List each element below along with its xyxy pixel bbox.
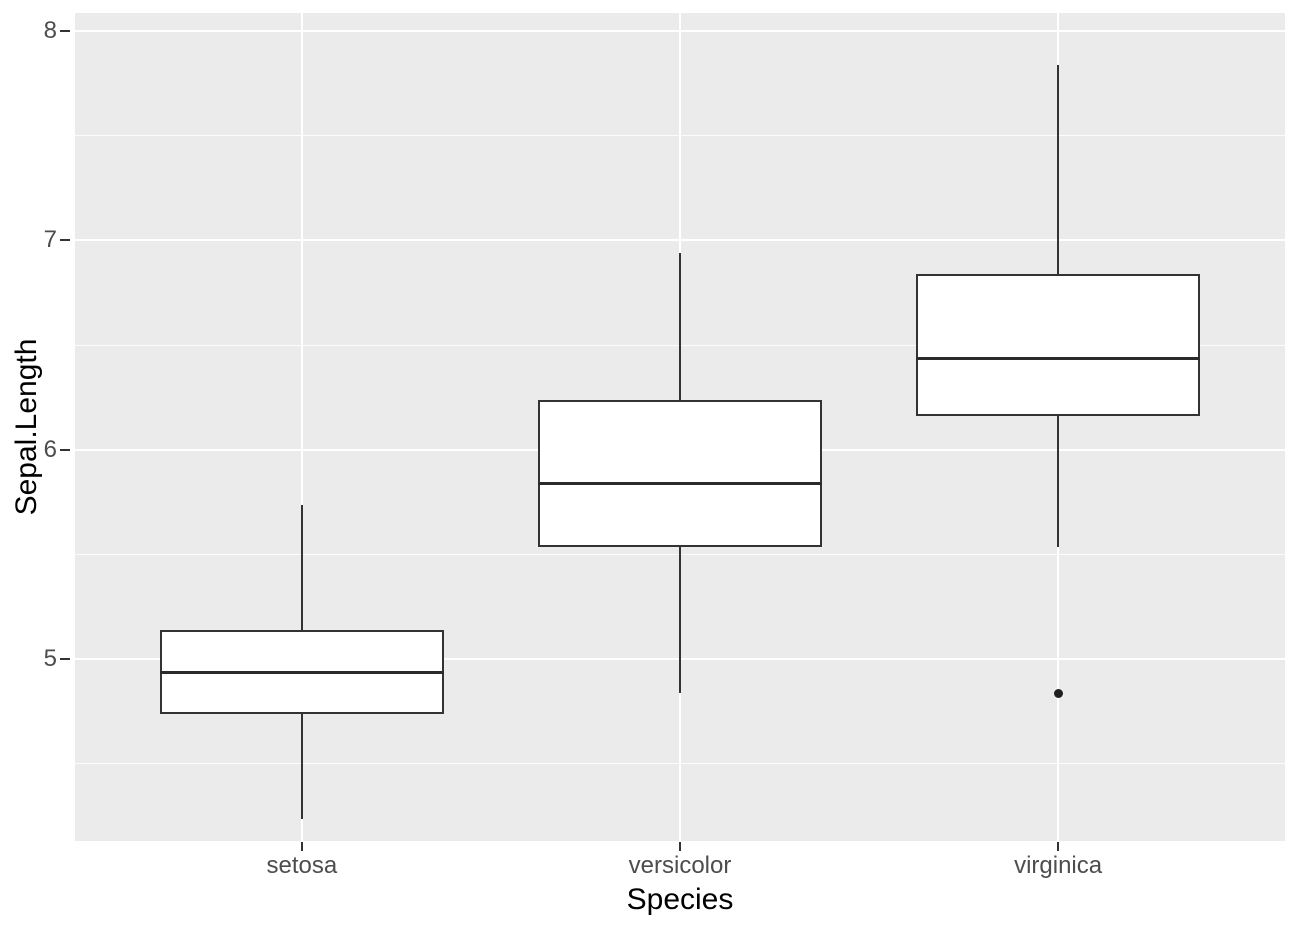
x-axis-title: Species xyxy=(626,883,734,916)
x-tick-label: virginica xyxy=(1014,852,1103,879)
outlier-point xyxy=(1053,688,1063,698)
x-gridline-major xyxy=(300,13,303,841)
x-tick-label: versicolor xyxy=(628,852,732,879)
boxplot-whisker-lower xyxy=(679,546,681,694)
y-tick-mark xyxy=(60,448,70,451)
y-tick-label: 6 xyxy=(43,435,57,463)
x-tick-label: setosa xyxy=(266,852,338,879)
y-axis-title: Sepal.Length xyxy=(10,338,43,516)
boxplot-median xyxy=(538,482,822,486)
boxplot-median xyxy=(159,670,444,674)
y-tick-mark xyxy=(60,658,70,661)
boxplot-whisker-upper xyxy=(1057,64,1060,275)
boxplot-whisker-lower xyxy=(300,714,303,819)
boxplot-median xyxy=(916,356,1201,360)
y-tick-label: 5 xyxy=(43,645,57,673)
boxplot-box xyxy=(916,274,1201,416)
y-tick-label: 8 xyxy=(43,17,57,44)
y-tick-label: 7 xyxy=(43,226,57,254)
plot-panel xyxy=(75,13,1285,841)
x-tick-mark xyxy=(1057,842,1060,851)
boxplot-whisker-upper xyxy=(679,253,681,400)
y-tick-mark xyxy=(60,30,70,32)
x-tick-mark xyxy=(679,842,681,851)
boxplot-whisker-upper xyxy=(300,504,303,631)
boxplot-box xyxy=(538,400,822,547)
x-tick-mark xyxy=(300,842,303,851)
boxplot-whisker-lower xyxy=(1057,415,1060,547)
y-tick-mark xyxy=(60,239,70,242)
